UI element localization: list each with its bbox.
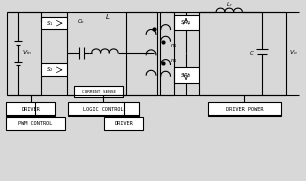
Text: CURRENT SENSE: CURRENT SENSE bbox=[82, 90, 116, 94]
Bar bbox=[41, 17, 67, 30]
Text: LOGIC CONTROL: LOGIC CONTROL bbox=[83, 107, 124, 112]
Bar bbox=[104, 117, 143, 130]
Text: $C$: $C$ bbox=[249, 49, 255, 57]
Bar bbox=[174, 15, 199, 30]
Text: $SR_1$: $SR_1$ bbox=[180, 18, 192, 27]
Text: DRIVER: DRIVER bbox=[114, 121, 133, 126]
Bar bbox=[74, 86, 123, 98]
Text: DRIVER POWER: DRIVER POWER bbox=[226, 107, 263, 112]
Bar bbox=[41, 64, 67, 76]
Text: $V_o$: $V_o$ bbox=[289, 48, 298, 57]
Bar bbox=[6, 117, 65, 130]
Text: $n_1$: $n_1$ bbox=[170, 42, 177, 50]
Text: $C_b$: $C_b$ bbox=[77, 17, 85, 26]
Bar bbox=[174, 67, 199, 83]
Text: DRIVER: DRIVER bbox=[21, 107, 40, 112]
Text: $L$: $L$ bbox=[105, 12, 110, 21]
Text: $n_1$: $n_1$ bbox=[170, 58, 177, 66]
Text: $S_1$: $S_1$ bbox=[46, 19, 54, 28]
Text: $S_2$: $S_2$ bbox=[46, 65, 54, 74]
Bar bbox=[68, 102, 140, 116]
Text: PWM CONTROL: PWM CONTROL bbox=[18, 121, 53, 126]
Bar bbox=[208, 102, 281, 116]
Text: $L_r$: $L_r$ bbox=[226, 0, 233, 9]
Text: $SR_2$: $SR_2$ bbox=[180, 71, 192, 80]
Text: $V_{in}$: $V_{in}$ bbox=[22, 48, 32, 57]
Bar bbox=[6, 102, 55, 116]
